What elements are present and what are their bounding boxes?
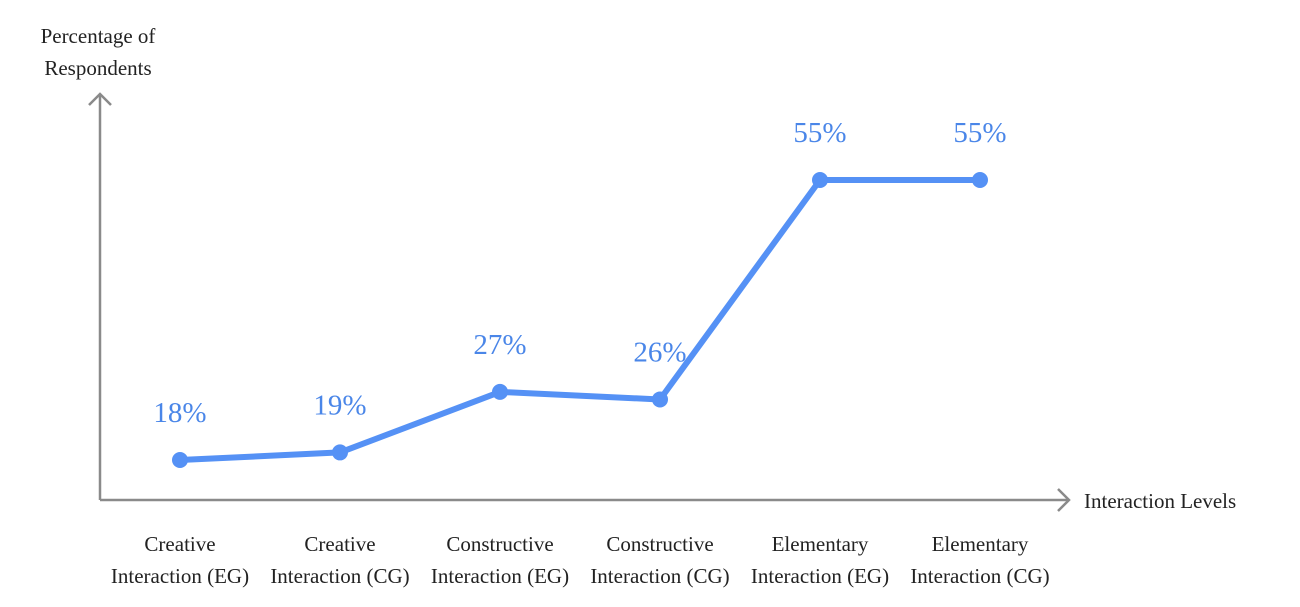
x-tick-label: Constructive	[606, 532, 713, 556]
x-tick-label: Creative	[304, 532, 375, 556]
data-label: 19%	[313, 389, 366, 421]
x-tick-label: Interaction (CG)	[590, 564, 729, 588]
x-tick-label: Interaction (EG)	[751, 564, 889, 588]
x-tick-label: Constructive	[446, 532, 553, 556]
y-axis-arrow-icon	[88, 92, 112, 106]
y-axis-title-line-1: Percentage of	[41, 24, 156, 48]
x-tick-labels: Creative Interaction (EG) Creative Interact…	[111, 532, 1050, 588]
data-point	[172, 452, 188, 468]
data-point	[972, 172, 988, 188]
x-tick-label: Elementary	[932, 532, 1029, 556]
data-label: 18%	[153, 397, 206, 429]
axes	[88, 92, 1071, 512]
x-tick-label: Interaction (EG)	[431, 564, 569, 588]
x-axis-title: Interaction Levels	[1084, 489, 1236, 513]
data-label: 55%	[793, 117, 846, 149]
data-point	[492, 383, 508, 400]
data-point	[652, 391, 668, 408]
series-line	[177, 177, 983, 463]
series-layer: 18% 19% 27% 26% 55% 55%	[153, 117, 1007, 468]
y-axis-title-line-2: Respondents	[44, 56, 151, 80]
x-tick-label: Elementary	[772, 532, 869, 556]
x-tick-label: Interaction (EG)	[111, 564, 249, 588]
x-tick-label: Creative	[144, 532, 215, 556]
data-point	[812, 172, 828, 188]
x-axis-arrow-icon	[1057, 488, 1071, 512]
x-tick-label: Interaction (CG)	[270, 564, 409, 588]
x-tick-label: Interaction (CG)	[910, 564, 1049, 588]
data-point	[332, 444, 348, 461]
data-label: 55%	[953, 117, 1006, 149]
data-label: 26%	[633, 336, 686, 368]
data-label: 27%	[473, 329, 526, 361]
